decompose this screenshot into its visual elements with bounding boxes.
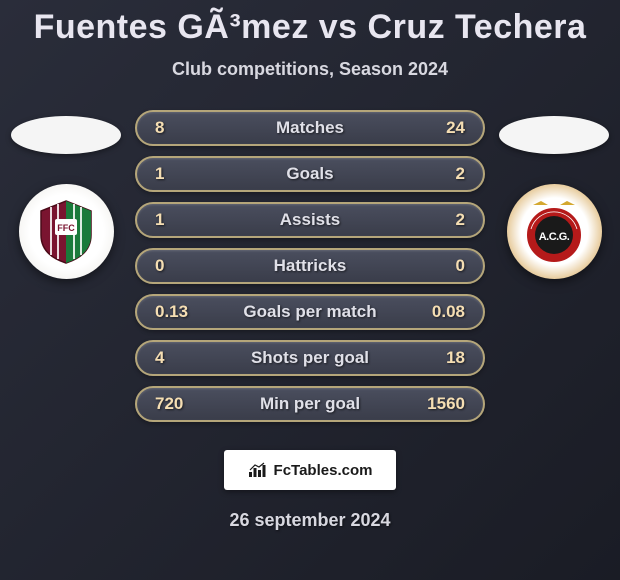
left-club-badge: FFC (19, 184, 114, 279)
stat-row-min-per-goal: 720 Min per goal 1560 (135, 386, 485, 422)
stat-row-assists: 1 Assists 2 (135, 202, 485, 238)
right-player-column: A.C.G. (499, 110, 609, 279)
stat-label: Matches (276, 118, 344, 138)
comparison-card: Fuentes GÃ³mez vs Cruz Techera Club comp… (0, 0, 620, 580)
stat-right-value: 24 (425, 118, 465, 138)
stat-left-value: 1 (155, 210, 195, 230)
page-subtitle: Club competitions, Season 2024 (172, 59, 448, 80)
stat-label: Assists (280, 210, 340, 230)
stat-right-value: 2 (425, 164, 465, 184)
bar-chart-icon (248, 462, 268, 478)
stat-label: Min per goal (260, 394, 360, 414)
site-name: FcTables.com (274, 462, 373, 479)
stats-column: 8 Matches 24 1 Goals 2 1 Assists 2 0 Hat… (135, 110, 485, 422)
stat-label: Shots per goal (251, 348, 369, 368)
stat-row-hattricks: 0 Hattricks 0 (135, 248, 485, 284)
site-logo[interactable]: FcTables.com (224, 450, 396, 490)
main-area: FFC 8 Matches 24 1 Goals 2 1 Assists 2 (0, 110, 620, 422)
stat-left-value: 1 (155, 164, 195, 184)
stat-left-value: 4 (155, 348, 195, 368)
right-flag-placeholder (499, 116, 609, 154)
fluminense-crest-icon: FFC (31, 197, 101, 267)
stat-left-value: 8 (155, 118, 195, 138)
page-title: Fuentes GÃ³mez vs Cruz Techera (34, 8, 587, 47)
right-club-badge: A.C.G. (507, 184, 602, 279)
stat-right-value: 0.08 (425, 302, 465, 322)
stat-left-value: 0.13 (155, 302, 195, 322)
stat-label: Goals per match (243, 302, 376, 322)
date-text: 26 september 2024 (229, 510, 390, 531)
svg-text:FFC: FFC (57, 223, 75, 233)
stat-row-matches: 8 Matches 24 (135, 110, 485, 146)
stat-right-value: 0 (425, 256, 465, 276)
stat-row-shots-per-goal: 4 Shots per goal 18 (135, 340, 485, 376)
left-player-column: FFC (11, 110, 121, 279)
stat-right-value: 18 (425, 348, 465, 368)
left-flag-placeholder (11, 116, 121, 154)
stat-left-value: 0 (155, 256, 195, 276)
stat-row-goals-per-match: 0.13 Goals per match 0.08 (135, 294, 485, 330)
stat-label: Hattricks (274, 256, 347, 276)
atletico-go-crest-icon: A.C.G. (521, 199, 587, 265)
stat-right-value: 1560 (425, 394, 465, 414)
stat-right-value: 2 (425, 210, 465, 230)
stat-label: Goals (286, 164, 333, 184)
stat-left-value: 720 (155, 394, 195, 414)
svg-text:A.C.G.: A.C.G. (539, 231, 570, 243)
stat-row-goals: 1 Goals 2 (135, 156, 485, 192)
